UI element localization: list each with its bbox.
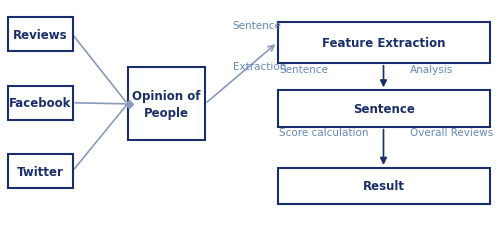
FancyBboxPatch shape (278, 23, 490, 64)
Text: Overall Reviews: Overall Reviews (410, 128, 493, 138)
Text: Sentence: Sentence (279, 64, 328, 74)
FancyBboxPatch shape (278, 168, 490, 204)
Text: Opinion of
People: Opinion of People (132, 89, 200, 119)
FancyBboxPatch shape (278, 91, 490, 127)
Text: Analysis: Analysis (410, 64, 453, 74)
Text: Facebook: Facebook (9, 97, 71, 110)
Text: Result: Result (363, 180, 405, 193)
Text: Feature Extraction: Feature Extraction (322, 37, 446, 50)
FancyBboxPatch shape (8, 154, 72, 188)
Text: Twitter: Twitter (16, 165, 64, 178)
Text: Extraction: Extraction (232, 62, 286, 72)
Text: Score calculation: Score calculation (279, 128, 368, 138)
Text: Reviews: Reviews (12, 29, 68, 42)
FancyBboxPatch shape (8, 86, 72, 120)
Text: Sentence: Sentence (232, 21, 281, 31)
FancyBboxPatch shape (128, 68, 205, 141)
Text: Sentence: Sentence (353, 102, 414, 116)
FancyBboxPatch shape (8, 18, 72, 52)
